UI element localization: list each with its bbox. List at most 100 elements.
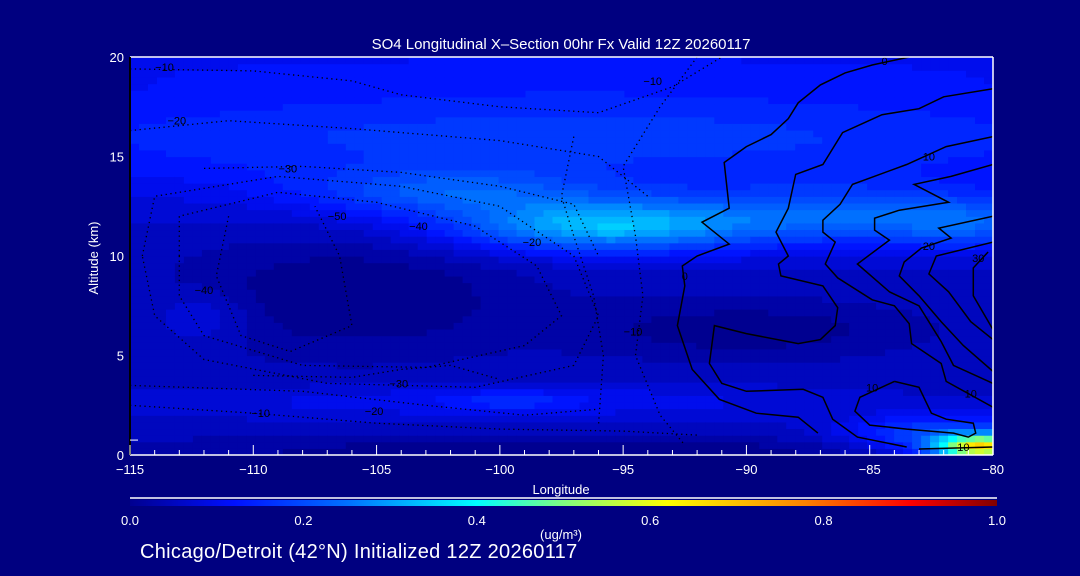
field-cell: [741, 229, 751, 237]
field-cell: [651, 90, 661, 98]
field-cell: [309, 388, 320, 396]
field-cell: [705, 329, 715, 337]
field-cell: [363, 421, 374, 430]
field-cell: [579, 368, 590, 377]
field-cell: [759, 123, 769, 131]
field-cell: [660, 421, 670, 430]
field-cell: [831, 415, 841, 423]
field-cell: [157, 421, 167, 430]
field-cell: [291, 242, 302, 250]
field-cell: [462, 229, 473, 237]
field-cell: [480, 262, 491, 270]
field-cell: [858, 222, 868, 231]
field-cell: [354, 116, 365, 124]
field-cell: [399, 408, 410, 416]
field-cell: [444, 130, 455, 138]
field-cell: [516, 110, 527, 118]
field-cell: [723, 262, 733, 270]
field-cell: [399, 176, 410, 184]
field-cell: [570, 116, 581, 124]
field-cell: [669, 242, 679, 250]
field-cell: [130, 136, 140, 144]
field-cell: [822, 110, 832, 118]
field-cell: [336, 70, 347, 78]
field-cell: [363, 375, 374, 383]
field-cell: [642, 428, 652, 436]
field-cell: [867, 143, 877, 151]
field-cell: [336, 249, 347, 257]
field-cell: [705, 183, 715, 191]
field-cell: [741, 63, 751, 71]
field-cell: [633, 441, 643, 449]
field-cell: [166, 163, 176, 171]
field-cell: [174, 295, 185, 304]
field-cell: [822, 342, 832, 350]
field-cell: [795, 441, 805, 449]
field-cell: [606, 428, 616, 436]
field-cell: [354, 348, 365, 357]
field-cell: [606, 421, 616, 430]
field-cell: [822, 90, 832, 98]
field-cell: [552, 435, 563, 443]
field-cell: [390, 242, 401, 250]
field-cell: [840, 202, 850, 211]
field-cell: [552, 236, 563, 244]
field-cell: [291, 329, 302, 337]
field-cell: [327, 415, 338, 423]
field-cell: [669, 57, 679, 65]
field-cell: [624, 382, 634, 390]
field-cell: [570, 302, 581, 310]
field-cell: [615, 163, 625, 171]
field-cell: [777, 209, 787, 217]
field-cell: [516, 196, 527, 204]
field-cell: [696, 136, 706, 144]
field-cell: [534, 375, 545, 383]
field-cell: [786, 242, 796, 250]
field-cell: [417, 322, 428, 330]
field-cell: [543, 355, 554, 363]
field-cell: [300, 176, 311, 184]
field-cell: [516, 342, 527, 350]
field-cell: [291, 302, 302, 310]
field-cell: [759, 282, 769, 290]
field-cell: [606, 183, 616, 191]
field-cell: [543, 189, 554, 197]
field-cell: [543, 401, 554, 410]
field-cell: [264, 302, 275, 310]
field-cell: [417, 149, 428, 158]
field-cell: [354, 295, 365, 304]
field-cell: [363, 96, 374, 105]
field-cell: [687, 421, 697, 430]
field-cell: [705, 249, 715, 257]
field-cell: [777, 116, 787, 124]
field-cell: [444, 242, 455, 250]
field-cell: [804, 395, 814, 403]
field-cell: [768, 103, 778, 111]
field-cell: [336, 342, 347, 350]
field-cell: [157, 76, 167, 85]
field-cell: [498, 408, 509, 416]
field-cell: [579, 123, 590, 131]
field-cell: [615, 342, 625, 350]
field-cell: [498, 382, 509, 390]
field-cell: [606, 382, 616, 390]
field-cell: [561, 448, 572, 455]
field-cell: [426, 322, 437, 330]
field-cell: [579, 448, 590, 455]
field-cell: [624, 355, 634, 363]
field-cell: [678, 448, 688, 455]
field-cell: [237, 342, 248, 350]
field-cell: [318, 242, 329, 250]
field-cell: [858, 123, 868, 131]
field-cell: [795, 149, 805, 158]
field-cell: [876, 382, 886, 390]
field-cell: [148, 57, 158, 65]
field-cell: [354, 428, 365, 436]
field-cell: [480, 236, 491, 244]
field-cell: [678, 395, 688, 403]
field-cell: [660, 295, 670, 304]
field-cell: [139, 382, 149, 390]
field-cell: [768, 209, 778, 217]
field-cell: [255, 441, 266, 449]
field-cell: [291, 368, 302, 377]
